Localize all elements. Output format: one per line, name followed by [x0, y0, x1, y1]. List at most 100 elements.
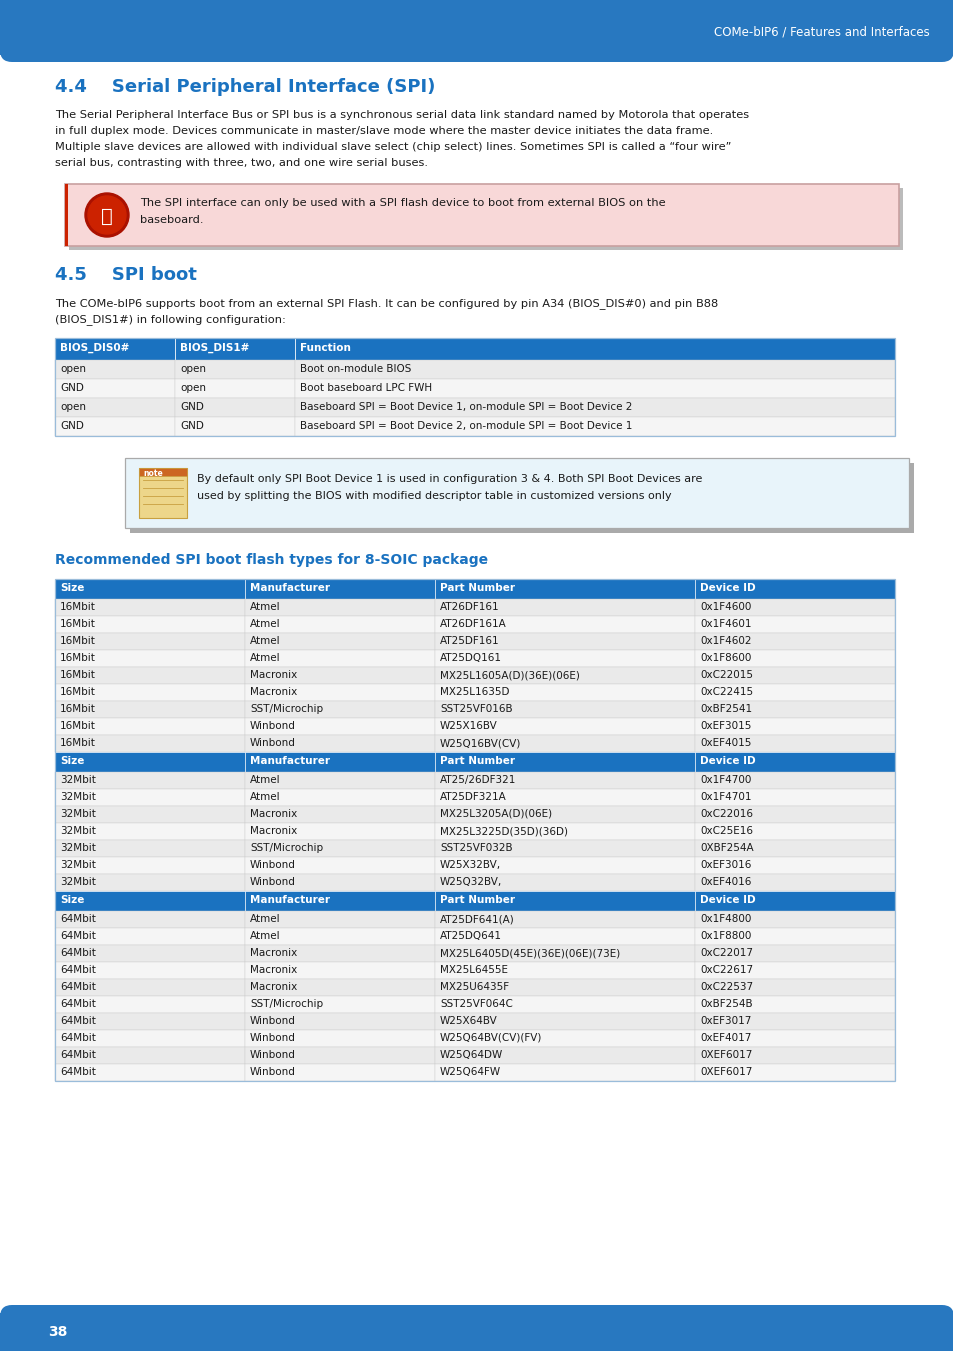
Bar — [695, 717, 894, 735]
Text: Winbond: Winbond — [250, 1034, 295, 1043]
Bar — [435, 1013, 695, 1029]
Text: 64Mbit: 64Mbit — [60, 998, 95, 1009]
Circle shape — [85, 193, 129, 236]
Text: MX25L3205A(D)(06E): MX25L3205A(D)(06E) — [439, 809, 552, 819]
Bar — [245, 789, 435, 807]
Text: SST/Microchip: SST/Microchip — [250, 843, 323, 852]
Text: 0x1F8600: 0x1F8600 — [700, 653, 751, 663]
Bar — [695, 771, 894, 789]
Bar — [65, 184, 68, 246]
Bar — [0, 0, 953, 50]
Text: Winbond: Winbond — [250, 738, 295, 748]
Text: Atmel: Atmel — [250, 619, 280, 630]
Bar — [695, 667, 894, 684]
Bar — [0, 1313, 953, 1351]
Bar — [245, 857, 435, 874]
Text: 0xBF2541: 0xBF2541 — [700, 704, 751, 713]
Bar — [245, 753, 435, 771]
Text: AT26DF161A: AT26DF161A — [439, 619, 506, 630]
Text: Boot on-module BIOS: Boot on-module BIOS — [299, 363, 411, 374]
Bar — [0, 0, 953, 55]
Text: 0xC22015: 0xC22015 — [700, 670, 752, 680]
Text: AT25DQ641: AT25DQ641 — [439, 931, 501, 942]
Bar — [55, 580, 894, 1081]
Bar — [55, 944, 245, 962]
Text: Atmel: Atmel — [250, 636, 280, 646]
Bar — [245, 667, 435, 684]
Bar — [695, 892, 894, 911]
Text: 0x1F4700: 0x1F4700 — [700, 775, 751, 785]
Bar — [55, 789, 245, 807]
Bar — [245, 650, 435, 667]
Text: AT25DF321A: AT25DF321A — [439, 792, 506, 802]
Bar — [695, 789, 894, 807]
Text: Winbond: Winbond — [250, 1050, 295, 1061]
Bar — [435, 1029, 695, 1047]
Bar — [0, 1321, 953, 1351]
Bar — [55, 701, 245, 717]
Bar — [435, 717, 695, 735]
Text: note: note — [143, 469, 163, 478]
Bar — [130, 463, 913, 534]
Bar — [245, 928, 435, 944]
Text: 38: 38 — [48, 1325, 68, 1339]
Text: AT25DQ161: AT25DQ161 — [439, 653, 501, 663]
Text: GND: GND — [180, 403, 204, 412]
Bar — [435, 1047, 695, 1065]
Bar — [695, 634, 894, 650]
Text: AT26DF161: AT26DF161 — [439, 603, 499, 612]
Text: Macronix: Macronix — [250, 982, 297, 992]
Bar — [245, 874, 435, 892]
Text: 0xEF4016: 0xEF4016 — [700, 877, 751, 888]
Text: 0xEF4015: 0xEF4015 — [700, 738, 751, 748]
Text: 32Mbit: 32Mbit — [60, 843, 95, 852]
Bar — [245, 892, 435, 911]
Text: 16Mbit: 16Mbit — [60, 603, 95, 612]
Bar — [695, 840, 894, 857]
Text: 16Mbit: 16Mbit — [60, 721, 95, 731]
Bar — [435, 928, 695, 944]
FancyBboxPatch shape — [0, 0, 953, 62]
Text: Recommended SPI boot flash types for 8-SOIC package: Recommended SPI boot flash types for 8-S… — [55, 553, 488, 567]
Text: 16Mbit: 16Mbit — [60, 670, 95, 680]
Bar — [435, 823, 695, 840]
Text: 0x1F4800: 0x1F4800 — [700, 915, 751, 924]
Text: 0xC25E16: 0xC25E16 — [700, 825, 752, 836]
Text: Multiple slave devices are allowed with individual slave select (chip select) li: Multiple slave devices are allowed with … — [55, 142, 731, 153]
Text: W25X16BV: W25X16BV — [439, 721, 497, 731]
Text: The Serial Peripheral Interface Bus or SPI bus is a synchronous serial data link: The Serial Peripheral Interface Bus or S… — [55, 109, 748, 120]
Text: SST/Microchip: SST/Microchip — [250, 998, 323, 1009]
Text: 64Mbit: 64Mbit — [60, 965, 95, 975]
Bar — [435, 874, 695, 892]
Circle shape — [88, 196, 126, 234]
Bar — [55, 771, 245, 789]
Text: 0xEF3015: 0xEF3015 — [700, 721, 751, 731]
Bar — [55, 962, 245, 979]
Text: used by splitting the BIOS with modified descriptor table in customized versions: used by splitting the BIOS with modified… — [196, 490, 671, 501]
Bar — [245, 962, 435, 979]
Text: MX25L3225D(35D)(36D): MX25L3225D(35D)(36D) — [439, 825, 567, 836]
Text: SST25VF032B: SST25VF032B — [439, 843, 512, 852]
Bar — [245, 616, 435, 634]
Bar — [435, 771, 695, 789]
Bar — [55, 417, 174, 436]
Bar — [245, 944, 435, 962]
Bar — [695, 823, 894, 840]
Text: ✋: ✋ — [101, 207, 112, 226]
Bar — [245, 1013, 435, 1029]
Bar — [139, 467, 187, 476]
Text: Winbond: Winbond — [250, 1067, 295, 1077]
Text: 64Mbit: 64Mbit — [60, 1067, 95, 1077]
Bar — [294, 380, 894, 399]
Bar — [55, 807, 245, 823]
Bar — [695, 1065, 894, 1081]
Text: W25Q64BV(CV)(FV): W25Q64BV(CV)(FV) — [439, 1034, 542, 1043]
Bar — [435, 650, 695, 667]
Text: 64Mbit: 64Mbit — [60, 931, 95, 942]
Text: Manufacturer: Manufacturer — [250, 757, 330, 766]
Bar — [55, 338, 174, 359]
Text: 0x1F8800: 0x1F8800 — [700, 931, 751, 942]
Text: 32Mbit: 32Mbit — [60, 861, 95, 870]
Bar — [55, 911, 245, 928]
Bar — [435, 892, 695, 911]
